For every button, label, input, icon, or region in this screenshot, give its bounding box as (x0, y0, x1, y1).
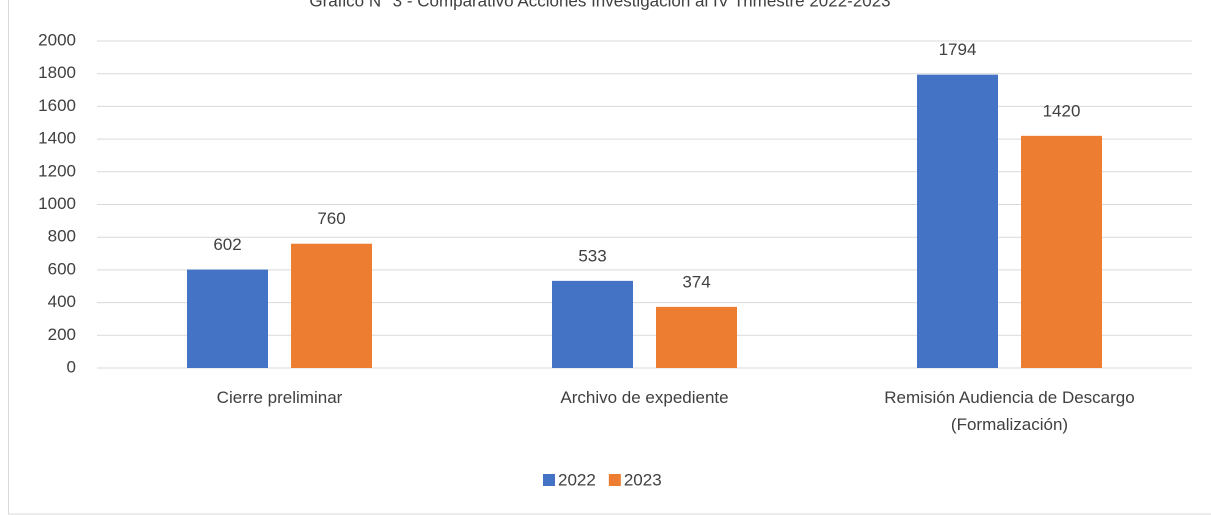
legend-label: 2023 (624, 470, 662, 489)
y-tick-label: 1800 (38, 63, 76, 82)
y-tick-label: 800 (48, 227, 76, 246)
x-tick-label: Archivo de expediente (560, 388, 729, 407)
data-label: 374 (682, 272, 710, 291)
data-label: 760 (317, 209, 345, 228)
legend-swatch (543, 474, 555, 486)
y-tick-label: 200 (48, 325, 76, 344)
x-tick-label: Cierre preliminar (216, 388, 343, 407)
y-tick-label: 1000 (38, 194, 76, 213)
y-tick-label: 0 (67, 357, 76, 376)
y-tick-label: 1400 (38, 129, 76, 148)
bar (917, 74, 998, 368)
y-tick-label: 400 (48, 292, 76, 311)
bar (656, 306, 737, 368)
chart-border (8, 0, 1211, 515)
legend-swatch (608, 474, 621, 486)
data-label: 1794 (939, 40, 977, 59)
legend-label: 2022 (558, 470, 596, 489)
data-label: 533 (578, 246, 606, 265)
chart-title: Gráfico N° 3 - Comparativo Acciones Inve… (309, 0, 890, 10)
y-tick-label: 2000 (38, 30, 76, 49)
bar (291, 243, 372, 368)
bar (187, 269, 268, 368)
data-label: 1420 (1043, 101, 1081, 120)
bar (552, 280, 633, 368)
data-label: 602 (213, 235, 241, 254)
y-tick-label: 600 (48, 259, 76, 278)
y-tick-label: 1200 (38, 161, 76, 180)
bar (1021, 135, 1102, 368)
y-tick-label: 1600 (38, 96, 76, 115)
x-tick-label: Remisión Audiencia de Descargo (Formaliz… (884, 388, 1135, 434)
